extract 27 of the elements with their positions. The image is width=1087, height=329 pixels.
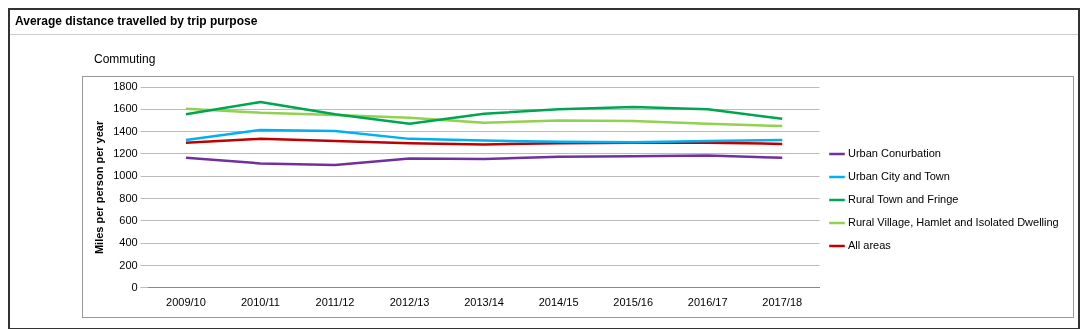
x-tick-label: 2017/18 (762, 296, 803, 309)
chart-title: Average distance travelled by trip purpose (15, 14, 258, 28)
x-tick-label: 2010/11 (241, 296, 280, 309)
x-tick-label: 2011/12 (315, 296, 355, 309)
y-tick-label: 0 (131, 280, 138, 293)
y-tick-label: 200 (119, 258, 138, 271)
y-tick-label: 400 (119, 236, 138, 249)
y-tick-label: 1800 (113, 80, 138, 93)
x-tick-label: 2013/14 (464, 296, 504, 309)
x-tick-label: 2016/17 (687, 296, 728, 309)
x-tick-label: 2015/16 (613, 296, 654, 309)
y-tick-label: 600 (119, 213, 138, 226)
chart-subtitle: Commuting (94, 52, 156, 66)
legend-label: Urban City and Town (848, 170, 950, 183)
x-tick-label: 2009/10 (166, 296, 206, 309)
x-tick-label: 2012/13 (389, 296, 430, 309)
y-tick-label: 1400 (113, 124, 138, 137)
y-axis-title: Miles per person per year (92, 120, 105, 255)
y-tick-label: 1600 (113, 102, 138, 115)
y-tick-label: 800 (119, 191, 138, 204)
legend-label: All areas (848, 239, 892, 252)
legend-label: Urban Conurbation (848, 147, 941, 160)
legend-label: Rural Village, Hamlet and Isolated Dwelling (848, 216, 1059, 229)
y-tick-label: 1200 (113, 146, 138, 159)
x-tick-label: 2014/15 (538, 296, 579, 309)
y-tick-label: 1000 (113, 169, 138, 182)
legend-label: Rural Town and Fringe (848, 193, 959, 206)
